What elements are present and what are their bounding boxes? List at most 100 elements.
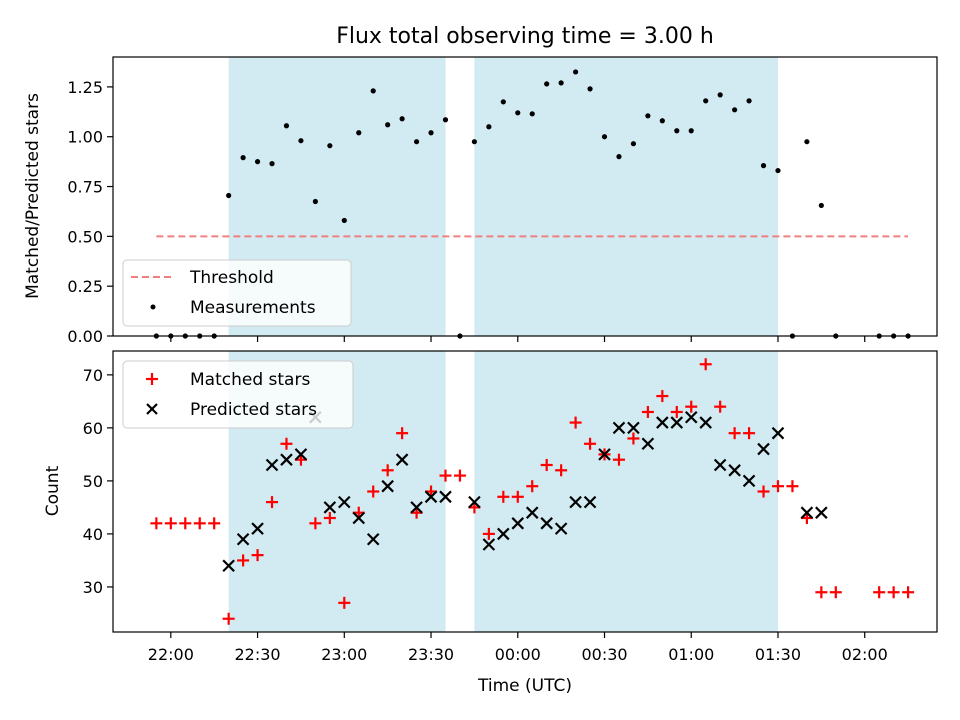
matched-star-marker: [887, 586, 900, 599]
predicted-star-marker: [395, 453, 409, 466]
top-y-tick-label: 0.75: [67, 178, 103, 197]
predicted-star-marker: [583, 495, 597, 509]
measurement-point: [804, 139, 810, 145]
bottom-y-tick-label: 70: [83, 366, 103, 385]
measurement-point: [775, 167, 781, 174]
top-y-axis-label: Matched/Predicted stars: [23, 93, 43, 299]
matched-star-marker: [641, 405, 654, 418]
matched-star-marker: [439, 469, 452, 482]
bottom-y-ticks: 30 40 50 60 70: [83, 366, 113, 597]
top-legend: Threshold Measurements: [122, 259, 352, 327]
matched-star-marker: [757, 485, 770, 498]
matched-star-marker: [612, 453, 625, 466]
matched-star-marker: [208, 517, 221, 530]
predicted-star-marker: [612, 421, 626, 435]
predicted-star-marker: [728, 464, 741, 477]
matched-star-marker: [829, 586, 842, 599]
measurement-point: [413, 139, 420, 145]
top-axes-frame: [112, 56, 938, 337]
threshold-legend-label: Threshold: [189, 268, 274, 288]
matched-star-marker: [540, 458, 553, 471]
measurement-point: [587, 86, 593, 92]
top-y-tick-label: 0.25: [67, 277, 103, 296]
predicted-star-marker: [222, 559, 235, 573]
measurement-point: [399, 116, 405, 122]
matched-star-marker: [743, 427, 756, 440]
matched-star-marker: [453, 469, 466, 482]
predicted-star-marker: [627, 421, 640, 435]
predicted-star-marker: [497, 527, 510, 541]
predicted-star-marker: [540, 517, 553, 530]
top-y-tick-label: 1.25: [67, 78, 103, 97]
matched-star-marker: [786, 480, 799, 493]
predicted-star-marker: [641, 437, 655, 451]
predicted-star-marker: [656, 416, 669, 429]
measurement-point: [572, 69, 579, 75]
measurement-point: [442, 117, 449, 123]
matched-star-marker: [179, 517, 192, 530]
measurement-point: [645, 113, 651, 119]
measurement-point: [240, 155, 246, 161]
predicted-star-marker: [670, 416, 684, 429]
matched-star-marker: [381, 464, 394, 477]
predicted-star-marker: [699, 416, 712, 429]
bottom-y-tick-label: 40: [83, 525, 103, 544]
predicted-star-marker: [554, 522, 568, 535]
matched-star-marker: [699, 358, 712, 371]
top-y-tick-label: 1.00: [67, 128, 103, 147]
matched-star-marker: [584, 437, 597, 450]
predicted-star-marker: [366, 532, 380, 546]
matched-star-marker: [323, 512, 336, 525]
measurement-point: [269, 161, 275, 167]
x-axis-label: Time (UTC): [477, 676, 572, 696]
x-tick-label: 01:00: [668, 645, 714, 664]
matched-star-marker: [627, 432, 640, 445]
matched-star-marker: [367, 485, 380, 498]
matched-star-marker: [164, 517, 177, 530]
measurement-point: [674, 128, 680, 134]
bottom-y-tick-label: 60: [83, 419, 103, 438]
measurement-point: [385, 122, 391, 128]
x-tick-label: 00:30: [581, 645, 627, 664]
predicted-star-marker: [742, 474, 756, 488]
matched-star-marker: [670, 405, 683, 418]
measurement-point: [515, 110, 521, 116]
measurement-point: [732, 107, 738, 113]
measurement-point: [544, 81, 550, 87]
measurement-point: [283, 123, 290, 129]
predicted-star-marker: [684, 410, 698, 424]
predicted-star-marker: [598, 448, 611, 461]
predicted-star-marker: [771, 426, 785, 440]
measurement-point: [312, 198, 318, 205]
matched-star-marker: [193, 517, 206, 530]
top-y-ticks: 0.00 0.25 0.50 0.75 1.00 1.25: [67, 78, 113, 346]
predicted-star-marker: [511, 517, 525, 530]
top-panel: 0.00 0.25 0.50 0.75 1.00 1.25 Matched/Predict…: [23, 56, 938, 346]
measurement-point: [356, 130, 362, 136]
predicted-star-marker: [265, 458, 279, 472]
predicted-star-marker: [569, 495, 582, 509]
matched-star-marker: [150, 517, 163, 530]
matched-star-marker: [873, 586, 886, 599]
matched-legend-swatch: [146, 373, 158, 385]
bottom-y-tick-label: 30: [83, 578, 103, 597]
measurement-point: [298, 138, 304, 144]
observing-interval-2: [474, 57, 778, 336]
predicted-star-markers: [222, 410, 828, 573]
predicted-star-marker: [352, 511, 366, 525]
matched-legend-label: Matched stars: [190, 370, 310, 390]
matched-star-marker: [266, 496, 279, 509]
matched-star-marker: [497, 490, 510, 503]
predicted-star-marker: [280, 453, 293, 466]
predicted-star-marker: [713, 458, 727, 472]
matched-star-marker: [685, 400, 698, 413]
matched-star-marker: [222, 612, 235, 625]
measurement-point: [500, 99, 506, 105]
measurement-point: [818, 202, 824, 209]
measurement-point: [471, 139, 478, 145]
x-tick-label: 23:00: [321, 645, 367, 664]
matched-star-marker: [526, 480, 539, 493]
chart-title: Flux total observing time = 3.00 h: [336, 24, 714, 49]
x-tick-label: 22:00: [148, 645, 194, 664]
